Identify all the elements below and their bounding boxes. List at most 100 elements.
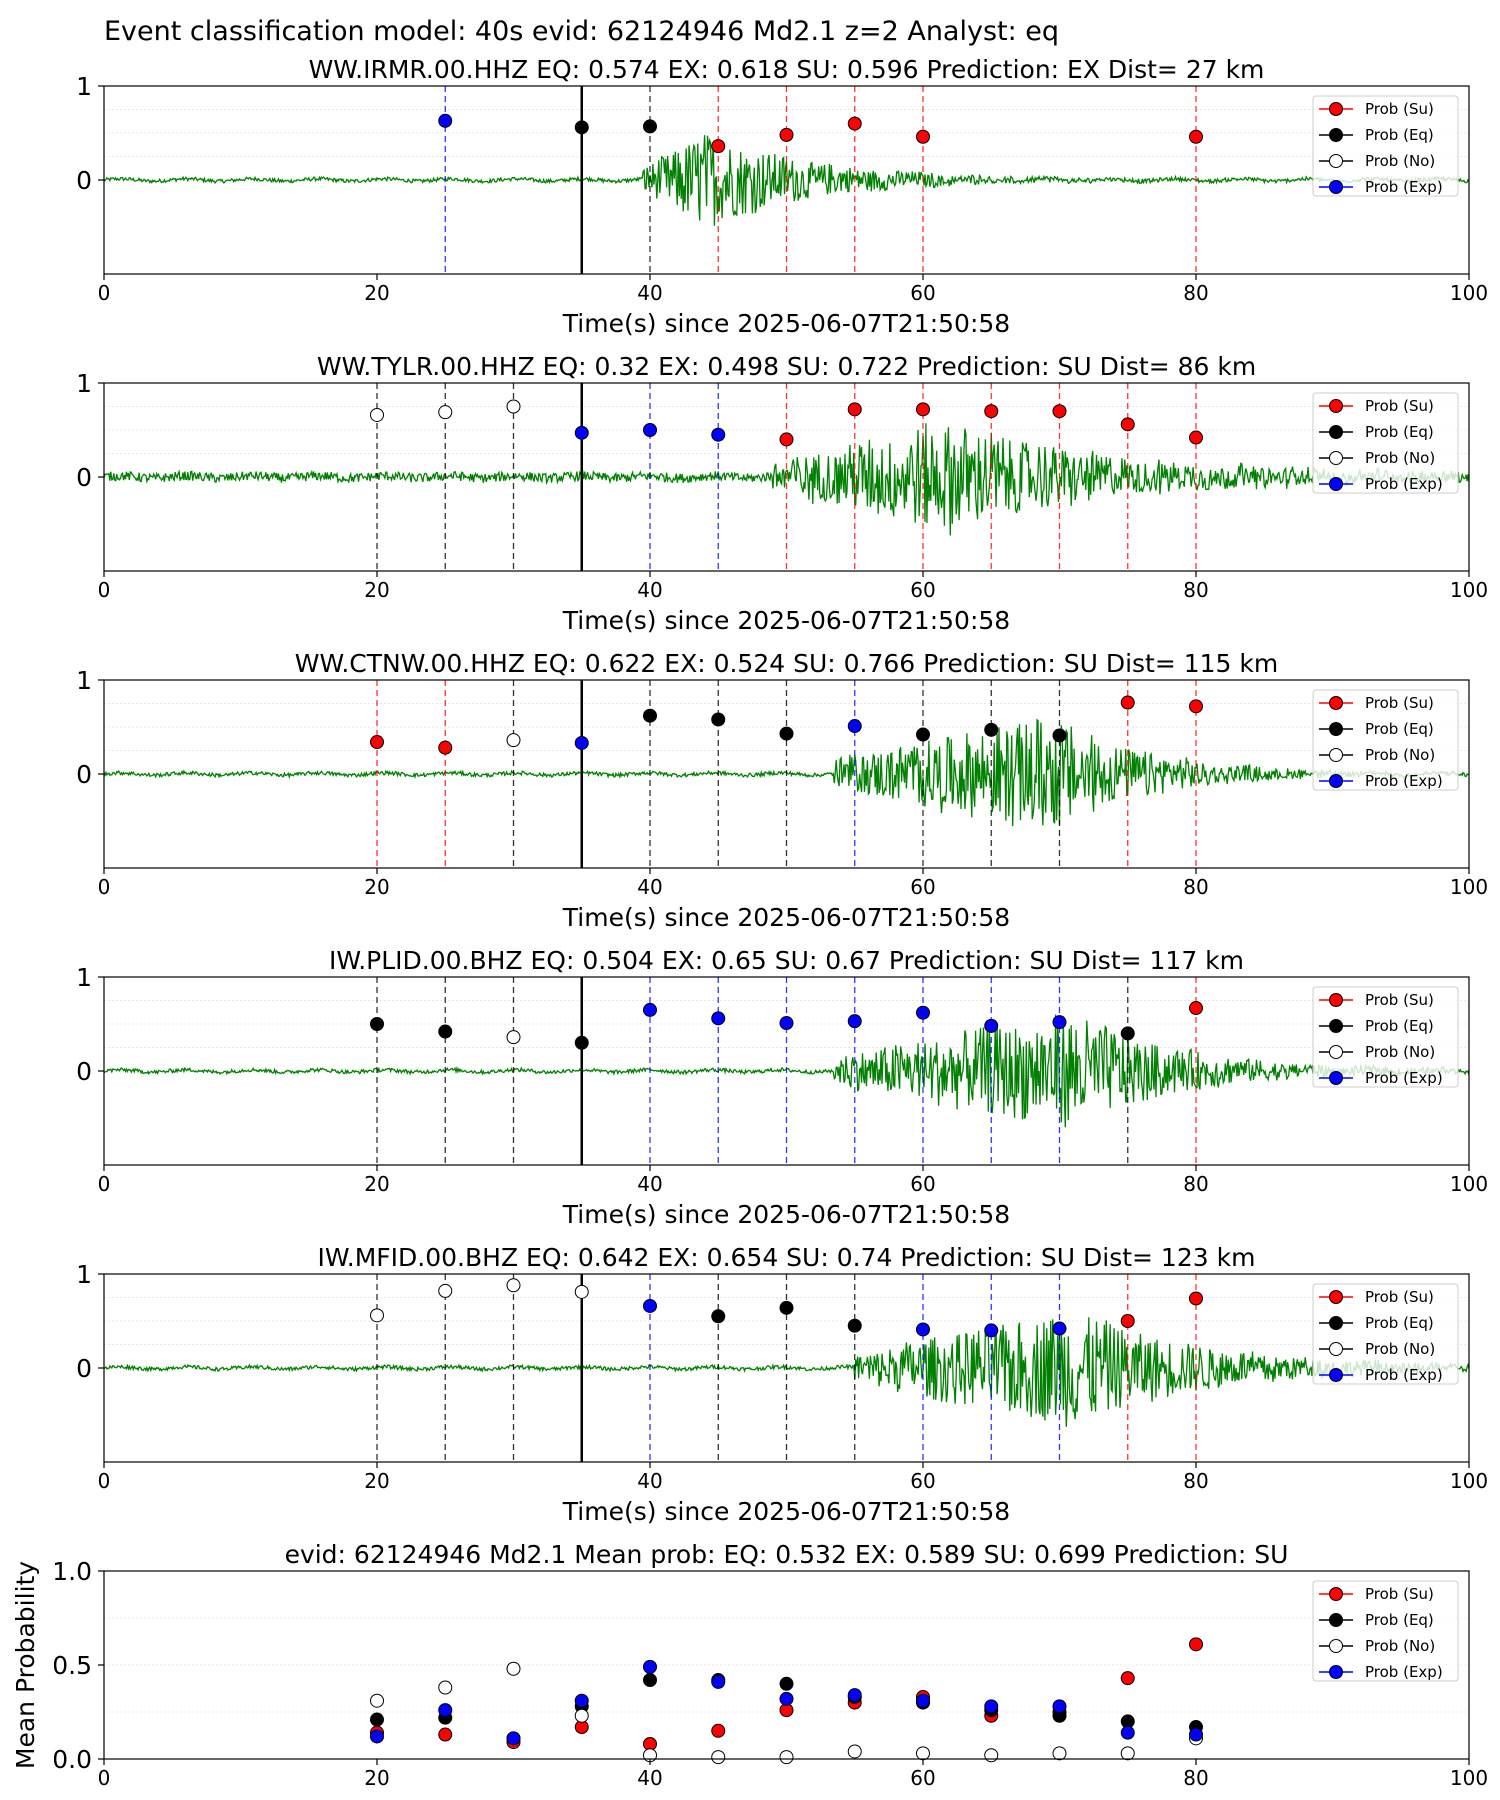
legend-label: Prob (Exp): [1365, 1069, 1443, 1087]
y-tick-label: 1: [76, 72, 92, 101]
prob-point-eq: [984, 722, 999, 737]
mean-prob-point-exp: [779, 1691, 794, 1706]
x-tick-label: 40: [637, 1172, 662, 1196]
legend-marker: [1329, 722, 1343, 736]
x-tick-label: 0: [98, 875, 111, 899]
prob-point-eq: [574, 1035, 589, 1050]
panel-title: evid: 62124946 Md2.1 Mean prob: EQ: 0.53…: [285, 1540, 1289, 1569]
prob-point-eq: [847, 1318, 862, 1333]
mean-prob-point-exp: [438, 1703, 453, 1718]
mean-prob-point-exp: [847, 1688, 862, 1703]
chart-panel-2: WW.TYLR.00.HHZ EQ: 0.32 EX: 0.498 SU: 0.…: [76, 352, 1488, 635]
legend-marker: [1329, 180, 1343, 194]
x-tick-label: 40: [637, 1766, 662, 1790]
x-tick-label: 100: [1450, 281, 1488, 305]
legend-box: [1312, 1283, 1459, 1385]
legend-label: Prob (Eq): [1365, 1611, 1434, 1629]
legend-marker: [1329, 774, 1343, 788]
seismic-waveform: [103, 423, 1470, 536]
prob-point-no: [506, 399, 521, 414]
legend-marker: [1329, 102, 1343, 116]
legend: Prob (Su) Prob (Eq) Prob (No) Prob (Exp): [1312, 1283, 1459, 1385]
panel-title: IW.PLID.00.BHZ EQ: 0.504 EX: 0.65 SU: 0.…: [329, 946, 1244, 975]
mean-prob-point-su: [711, 1723, 726, 1738]
legend-marker: [1329, 1316, 1343, 1330]
legend-label: Prob (Exp): [1365, 772, 1443, 790]
legend-label: Prob (No): [1365, 1043, 1435, 1061]
x-tick-label: 20: [364, 875, 389, 899]
legend: Prob (Su) Prob (Eq) Prob (No) Prob (Exp): [1312, 986, 1459, 1088]
legend-label: Prob (Eq): [1365, 720, 1434, 738]
x-tick-label: 20: [364, 281, 389, 305]
prob-point-no: [370, 407, 384, 422]
prob-point-exp: [711, 427, 726, 442]
x-tick-label: 40: [637, 875, 662, 899]
x-tick-label: 80: [1183, 281, 1208, 305]
y-tick-label: 0: [76, 1057, 92, 1086]
prob-point-exp: [643, 423, 657, 437]
legend-marker: [1329, 1665, 1343, 1679]
mean-prob-point-no: [1120, 1746, 1135, 1761]
x-tick-label: 80: [1183, 875, 1208, 899]
prob-point-eq: [916, 727, 930, 742]
prob-point-eq: [711, 1309, 726, 1324]
y-tick-label: 0: [76, 760, 92, 789]
y-tick-label: 1.0: [52, 1557, 92, 1586]
x-tick-label: 20: [364, 1766, 389, 1790]
prob-point-su: [984, 404, 999, 419]
x-tick-label: 60: [910, 1172, 935, 1196]
legend-marker: [1329, 1639, 1343, 1653]
mean-prob-point-su: [1120, 1671, 1135, 1686]
x-tick-label: 60: [910, 1469, 935, 1493]
x-tick-label: 100: [1450, 578, 1488, 602]
x-tick-label: 0: [98, 1766, 111, 1790]
x-tick-label: 100: [1450, 1469, 1488, 1493]
mean-prob-point-exp: [1052, 1699, 1067, 1714]
prob-point-no: [370, 1308, 384, 1323]
prob-point-exp: [847, 719, 862, 734]
mean-prob-point-exp: [1189, 1727, 1203, 1742]
legend-box: [1312, 95, 1459, 197]
mean-prob-point-exp: [643, 1659, 657, 1674]
prob-point-no: [438, 1283, 453, 1298]
legend: Prob (Su) Prob (Eq) Prob (No) Prob (Exp): [1312, 392, 1459, 494]
mean-prob-point-no: [984, 1748, 999, 1763]
legend-label: Prob (Su): [1365, 991, 1434, 1009]
prob-point-exp: [711, 1011, 726, 1026]
x-tick-label: 80: [1183, 1172, 1208, 1196]
legend-label: Prob (Exp): [1365, 1366, 1443, 1384]
mean-prob-point-su: [1189, 1637, 1203, 1652]
y-tick-label: 1: [76, 369, 92, 398]
mean-prob-point-exp: [711, 1674, 726, 1689]
x-tick-label: 60: [910, 1766, 935, 1790]
x-tick-label: 100: [1450, 1766, 1488, 1790]
x-tick-label: 20: [364, 1172, 389, 1196]
prob-point-eq: [643, 119, 657, 134]
x-tick-label: 0: [98, 578, 111, 602]
panel-title: IW.MFID.00.BHZ EQ: 0.642 EX: 0.654 SU: 0…: [318, 1243, 1256, 1272]
legend-label: Prob (Su): [1365, 1288, 1434, 1306]
prob-point-su: [1189, 699, 1203, 714]
prob-point-su: [1120, 1314, 1135, 1328]
prob-point-su: [847, 116, 862, 131]
x-axis-label: Time(s) since 2025-06-07T21:50:58: [562, 1200, 1010, 1229]
mean-prob-point-eq: [643, 1673, 657, 1688]
prob-point-exp: [984, 1018, 999, 1033]
y-tick-label: 0.0: [52, 1745, 92, 1774]
prob-point-eq: [711, 712, 726, 727]
legend-label: Prob (Exp): [1365, 1663, 1443, 1681]
legend-box: [1312, 986, 1459, 1088]
legend-label: Prob (Exp): [1365, 178, 1443, 196]
chart-panel-1: WW.IRMR.00.HHZ EQ: 0.574 EX: 0.618 SU: 0…: [76, 55, 1488, 338]
prob-point-exp: [643, 1002, 657, 1017]
mean-prob-point-exp: [984, 1699, 999, 1714]
legend-marker: [1329, 451, 1343, 465]
prob-point-su: [711, 139, 726, 154]
legend-label: Prob (Eq): [1365, 423, 1434, 441]
prob-point-su: [1189, 129, 1203, 144]
legend-label: Prob (Su): [1365, 694, 1434, 712]
prob-point-su: [1120, 417, 1135, 432]
prob-point-eq: [643, 708, 657, 723]
y-axis-label: Mean Probability: [11, 1561, 40, 1769]
x-axis-label: Time(s) since 2025-06-07T21:50:58: [562, 1497, 1010, 1526]
